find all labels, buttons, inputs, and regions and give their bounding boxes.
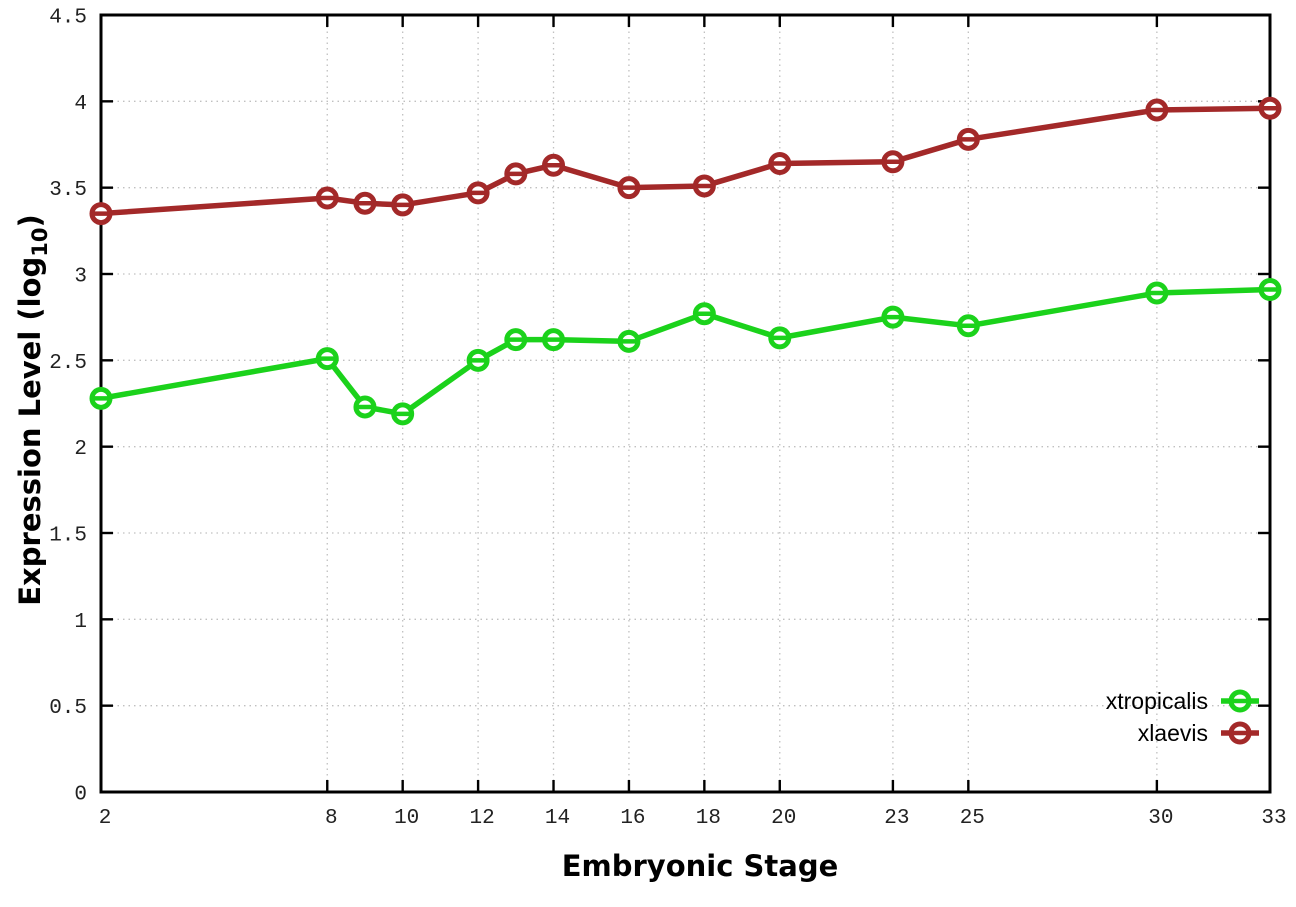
series-xtropicalis [89,278,1282,426]
grid-layer [101,15,1270,792]
legend-samples [1221,689,1259,745]
tick-label-layer: 0 0.5 1 1.5 2 2.5 3 3.5 4 4.5 2 8 10 12 14 16 18 20 23 25 30… [49,7,1286,831]
ytick-label: 2.5 [49,352,87,375]
ytick-label: 4.5 [49,7,87,30]
ytick-label: 2 [74,438,87,461]
xtick-label: 33 [1261,807,1286,830]
xtick-label: 23 [884,807,909,830]
ytick-label: 0 [74,784,87,807]
legend-label-xlaevis: xlaevis [1138,720,1208,746]
xtick-label: 12 [469,807,494,830]
xtick-label: 8 [325,807,338,830]
x-axis-title: Embryonic Stage [562,849,839,883]
ytick-label: 3.5 [49,179,87,202]
xtick-label: 20 [771,807,796,830]
ytick-label: 4 [74,93,87,116]
xtick-label: 16 [620,807,645,830]
series-layer [89,96,1282,426]
axis-layer [99,13,1272,794]
legend-sample-xtropicalis [1221,689,1259,713]
series-line-xtropicalis [98,286,1273,417]
plot-border [99,13,1272,794]
xtick-label: 10 [394,807,419,830]
ytick-label: 1 [74,611,87,634]
xtick-label: 18 [696,807,721,830]
legend: xtropicalis xlaevis [1106,688,1259,746]
xtick-label: 2 [99,807,112,830]
y-axis-title: Expression Level (log10) [13,214,52,606]
series-line-xlaevis [98,105,1273,217]
ytick-label: 0.5 [49,697,87,720]
legend-sample-xlaevis [1221,721,1259,745]
ytick-label: 1.5 [49,525,87,548]
xtick-label: 25 [960,807,985,830]
xtick-label: 30 [1148,807,1173,830]
series-xlaevis [89,96,1282,226]
xtick-label: 14 [545,807,570,830]
ytick-label: 3 [74,266,87,289]
legend-label-xtropicalis: xtropicalis [1106,688,1208,714]
